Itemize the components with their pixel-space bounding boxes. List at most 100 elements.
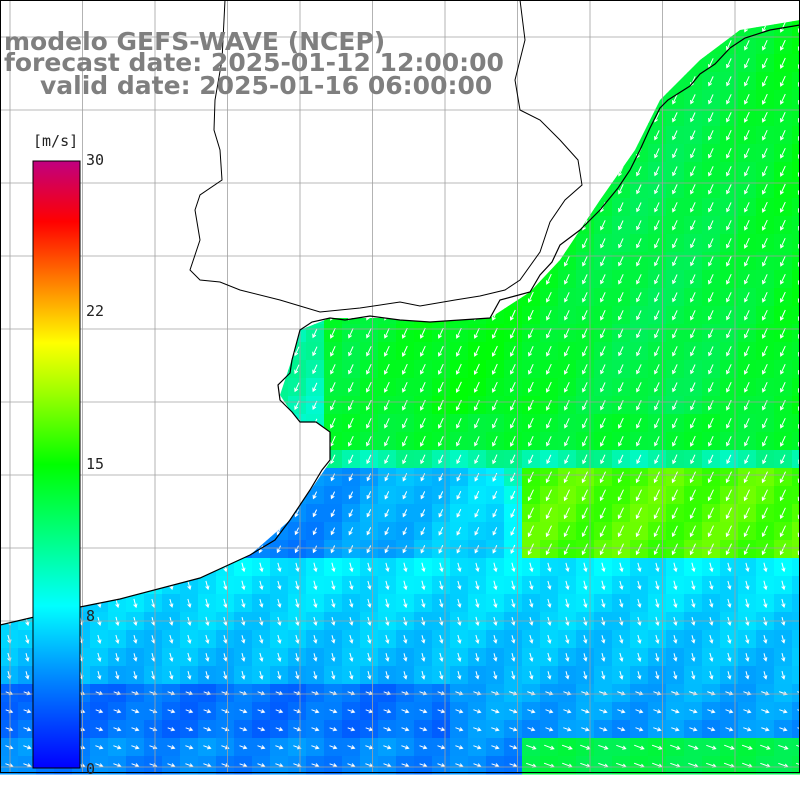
wind-arrow — [510, 111, 516, 123]
wind-arrow — [257, 727, 266, 732]
wind-arrow — [655, 562, 660, 573]
wind-arrow — [473, 219, 480, 231]
wind-arrow — [618, 22, 624, 33]
wind-arrow — [511, 598, 516, 608]
wind-arrow — [744, 381, 750, 393]
wind-arrow — [438, 363, 444, 375]
wind-arrow — [618, 382, 624, 393]
wind-arrow — [707, 471, 714, 484]
wind-arrow — [600, 166, 606, 177]
wind-arrow — [401, 709, 410, 714]
wind-arrow — [456, 309, 462, 321]
wind-arrow — [673, 562, 678, 573]
wind-speed-cell — [108, 576, 127, 595]
wind-speed-cell — [288, 126, 307, 145]
wind-arrow — [240, 435, 246, 447]
wind-arrow — [654, 220, 660, 231]
wind-speed-cell — [558, 90, 577, 109]
wind-speed-cell — [684, 36, 703, 55]
wind-speed-cell — [666, 20, 685, 37]
wind-arrow — [168, 166, 174, 177]
wind-speed-cell — [378, 198, 397, 217]
wind-speed-cell — [558, 162, 577, 181]
colorbar-tick-22: 22 — [86, 302, 105, 320]
wind-arrow — [510, 129, 516, 141]
wind-speed-cell — [612, 72, 631, 91]
wind-speed-cell — [126, 576, 145, 595]
wind-arrow — [186, 184, 192, 195]
wind-arrow — [277, 562, 282, 573]
wind-arrow — [653, 471, 660, 484]
wind-speed-cell — [360, 162, 379, 181]
wind-arrow — [545, 381, 552, 393]
wind-arrow — [618, 58, 624, 69]
wind-arrow — [492, 544, 498, 554]
wind-arrow — [203, 727, 212, 732]
wind-arrow — [600, 183, 606, 195]
wind-speed-cell — [90, 522, 109, 541]
wind-arrow — [492, 472, 498, 482]
wind-arrow — [547, 634, 552, 644]
wind-arrow — [547, 671, 552, 680]
wind-speed-cell — [126, 468, 145, 487]
wind-speed-cell — [342, 270, 361, 289]
wind-arrow — [781, 4, 786, 14]
wind-speed-cell — [432, 108, 451, 127]
wind-arrow — [492, 490, 498, 500]
wind-speed-cell — [720, 20, 739, 37]
wind-arrow — [258, 220, 264, 231]
wind-arrow — [401, 201, 408, 213]
wind-speed-cell — [162, 360, 181, 379]
wind-speed-cell — [270, 486, 289, 505]
wind-arrow — [527, 291, 534, 303]
wind-arrow — [654, 166, 660, 177]
wind-arrow — [601, 4, 606, 13]
wind-arrow — [348, 130, 354, 141]
wind-arrow — [743, 525, 750, 538]
wind-arrow — [708, 364, 714, 375]
wind-arrow — [150, 545, 155, 554]
wind-speed-cell — [144, 504, 163, 523]
wind-arrow — [150, 418, 156, 429]
wind-speed-cell — [108, 324, 127, 343]
wind-arrow — [204, 148, 210, 159]
wind-arrow — [563, 709, 572, 714]
wind-speed-cell — [288, 234, 307, 253]
wind-arrow — [168, 112, 174, 123]
wind-speed-cell — [216, 504, 235, 523]
wind-arrow — [493, 580, 498, 591]
wind-arrow — [330, 345, 336, 357]
wind-speed-cell — [144, 468, 163, 487]
wind-arrow — [330, 509, 336, 518]
wind-arrow — [330, 238, 336, 249]
wind-arrow — [402, 21, 408, 33]
wind-speed-cell — [216, 126, 235, 145]
wind-speed-cell — [486, 270, 505, 289]
wind-speed-cell — [108, 396, 127, 415]
wind-arrow — [725, 471, 732, 484]
wind-arrow — [402, 129, 408, 141]
wind-speed-cell — [108, 522, 127, 541]
wind-arrow — [601, 562, 606, 573]
wind-arrow — [708, 274, 714, 285]
wind-arrow — [545, 525, 552, 538]
wind-arrow — [708, 238, 714, 249]
wind-speed-cell — [270, 126, 289, 145]
wind-arrow — [509, 745, 518, 750]
wind-arrow — [726, 255, 732, 267]
wind-arrow — [707, 489, 714, 502]
wind-speed-cell — [108, 558, 127, 577]
wind-speed-cell — [180, 540, 199, 559]
wind-arrow — [509, 57, 516, 69]
wind-arrow — [96, 274, 102, 285]
wind-speed-cell — [432, 270, 451, 289]
wind-speed-cell — [108, 306, 127, 325]
wind-arrow — [582, 130, 588, 141]
wind-arrow — [673, 671, 678, 680]
wind-arrow — [132, 112, 138, 123]
wind-arrow — [762, 418, 768, 429]
wind-speed-cell — [180, 0, 199, 19]
wind-speed-cell — [702, 36, 721, 55]
wind-arrow — [762, 148, 768, 159]
wind-arrow — [528, 435, 534, 447]
